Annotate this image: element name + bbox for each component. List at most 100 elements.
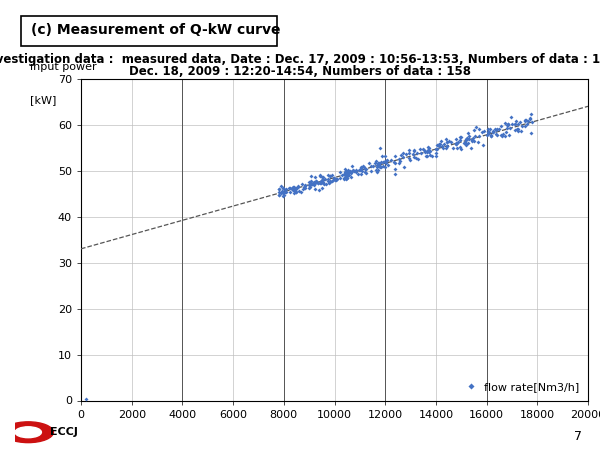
Point <box>390 165 400 172</box>
Point <box>277 188 287 195</box>
Point <box>327 172 337 179</box>
Point <box>520 117 530 124</box>
Point <box>405 156 415 163</box>
Point <box>461 140 471 148</box>
Point <box>520 118 530 125</box>
Point <box>341 167 351 174</box>
Point <box>307 181 317 188</box>
Point <box>477 128 487 135</box>
Point <box>422 153 431 160</box>
Point <box>505 131 514 139</box>
Point <box>361 165 371 172</box>
Point <box>379 162 388 170</box>
Point <box>471 123 481 130</box>
Point <box>512 125 522 132</box>
Point <box>343 169 353 176</box>
Point <box>492 132 502 139</box>
Point <box>310 179 319 186</box>
Point <box>503 124 512 131</box>
Point <box>305 181 314 188</box>
Point <box>292 189 301 196</box>
Point <box>390 160 400 167</box>
Point <box>328 176 338 184</box>
Point <box>491 126 501 134</box>
Point <box>294 188 304 195</box>
Point <box>308 180 317 187</box>
Point <box>337 171 347 179</box>
Point <box>452 140 461 148</box>
Point <box>398 149 408 157</box>
Point <box>424 144 434 152</box>
Point <box>308 180 318 187</box>
Point <box>317 177 326 184</box>
Point <box>280 187 290 194</box>
Point <box>424 148 434 155</box>
Point <box>503 121 512 128</box>
Point <box>298 185 308 192</box>
Point <box>399 163 409 171</box>
Point <box>318 180 328 187</box>
Point <box>311 178 321 185</box>
Point <box>442 139 451 146</box>
Point <box>292 185 301 192</box>
Point <box>513 125 523 132</box>
Point <box>305 184 314 192</box>
Point <box>455 136 464 144</box>
Point <box>516 127 526 134</box>
Point <box>316 172 325 179</box>
Point <box>309 181 319 189</box>
Point <box>360 166 370 173</box>
Point <box>278 193 288 200</box>
Point <box>355 166 365 173</box>
Point <box>339 174 349 181</box>
Point <box>281 188 291 195</box>
Point <box>323 178 333 185</box>
Point <box>503 122 512 129</box>
Point <box>431 149 440 157</box>
Point <box>278 185 288 192</box>
Point <box>479 127 489 135</box>
Point <box>380 158 389 165</box>
Point <box>498 130 508 138</box>
Point <box>278 188 288 195</box>
Point <box>373 159 383 166</box>
Point <box>351 166 361 174</box>
Point <box>503 122 513 129</box>
Point <box>484 131 493 138</box>
Point <box>316 172 325 180</box>
Point <box>366 162 376 170</box>
Point <box>391 171 400 178</box>
Point <box>326 172 335 179</box>
Text: Dec. 18, 2009 : 12:20-14:54, Numbers of data : 158: Dec. 18, 2009 : 12:20-14:54, Numbers of … <box>129 65 471 78</box>
Point <box>306 181 316 188</box>
Point <box>287 185 297 192</box>
Point <box>419 145 428 152</box>
Point <box>311 178 320 185</box>
Point <box>344 168 354 176</box>
Point <box>395 157 405 164</box>
Point <box>401 151 410 158</box>
Point <box>359 164 368 171</box>
Point <box>357 168 367 175</box>
Point <box>461 135 471 143</box>
Point <box>358 162 368 169</box>
Point <box>431 145 441 153</box>
Point <box>517 122 527 129</box>
Point <box>470 132 480 140</box>
Point <box>291 188 301 195</box>
Point <box>485 126 494 133</box>
Point <box>372 169 382 176</box>
Point <box>500 119 510 126</box>
Point <box>497 132 506 139</box>
Point <box>289 184 298 191</box>
Point <box>339 171 349 178</box>
Point <box>341 171 350 179</box>
Point <box>442 139 452 146</box>
Point <box>368 162 378 170</box>
Point <box>525 115 535 122</box>
Point <box>371 158 380 165</box>
Point <box>274 189 284 196</box>
Point <box>289 190 298 197</box>
Point <box>305 184 315 191</box>
Point <box>319 180 329 188</box>
